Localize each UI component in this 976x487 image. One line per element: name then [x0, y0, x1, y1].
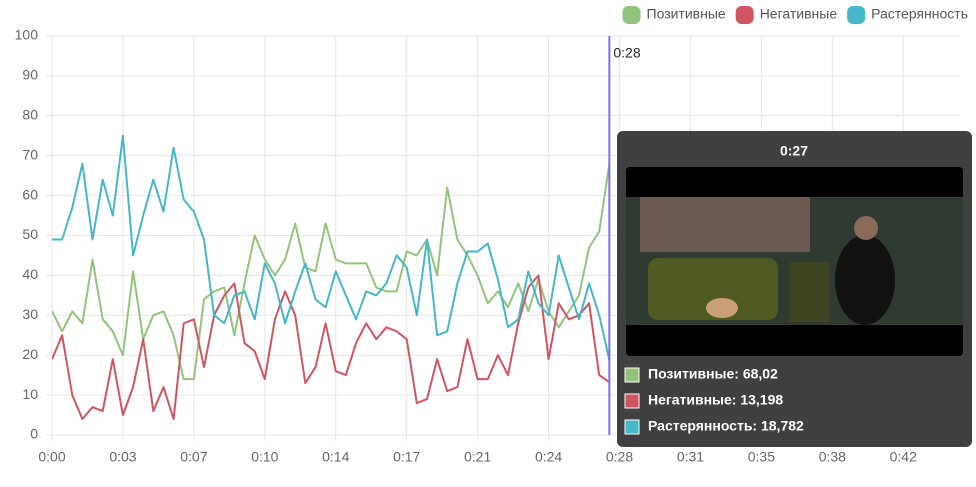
- tooltip-swatch: [624, 393, 640, 409]
- legend-swatch: [622, 6, 641, 24]
- x-tick-label: 0:00: [38, 449, 65, 465]
- y-tick-label: 90: [22, 67, 38, 83]
- video-sofa: [648, 258, 778, 320]
- x-tick-label: 0:14: [322, 449, 349, 465]
- x-tick-label: 0:35: [748, 449, 775, 465]
- series-line: [52, 134, 611, 361]
- x-tick-label: 0:31: [677, 449, 704, 465]
- video-head: [854, 216, 878, 240]
- video-window: [640, 197, 810, 252]
- y-tick-label: 70: [22, 146, 38, 162]
- series-line: [52, 274, 610, 420]
- x-tick-label: 0:24: [535, 449, 562, 465]
- y-tick-label: 50: [22, 226, 38, 242]
- tooltip-item: Негативные: 13,198: [648, 392, 783, 408]
- tooltip-swatch: [624, 367, 640, 383]
- y-tick-label: 80: [22, 107, 38, 123]
- legend-swatch: [735, 6, 754, 24]
- y-tick-label: 100: [15, 27, 39, 43]
- y-tick-label: 10: [22, 386, 38, 402]
- tooltip-swatch: [624, 419, 640, 435]
- tooltip-item: Позитивные: 68,02: [648, 366, 778, 382]
- y-tick-label: 60: [22, 186, 38, 202]
- tooltip-title: 0:27: [780, 143, 808, 159]
- legend-label: Негативные: [760, 6, 838, 22]
- video-cat: [706, 298, 738, 318]
- x-tick-label: 0:42: [890, 449, 917, 465]
- x-tick-label: 0:21: [464, 449, 491, 465]
- video-person: [835, 235, 895, 325]
- legend-label: Позитивные: [647, 6, 726, 22]
- y-tick-label: 40: [22, 266, 38, 282]
- x-tick-label: 0:07: [180, 449, 207, 465]
- y-tick-label: 30: [22, 306, 38, 322]
- y-tick-label: 0: [30, 426, 38, 442]
- cursor-label: 0:28: [613, 45, 640, 61]
- x-tick-label: 0:03: [109, 449, 136, 465]
- tooltip-item: Растерянность: 18,782: [648, 418, 804, 434]
- video-chair: [790, 262, 830, 322]
- x-tick-label: 0:28: [606, 449, 633, 465]
- legend-swatch: [847, 6, 866, 24]
- series-line: [52, 163, 611, 381]
- y-tick-label: 20: [22, 346, 38, 362]
- x-tick-label: 0:10: [251, 449, 278, 465]
- x-tick-label: 0:38: [819, 449, 846, 465]
- x-tick-label: 0:17: [393, 449, 420, 465]
- legend-label: Растерянность: [871, 6, 968, 22]
